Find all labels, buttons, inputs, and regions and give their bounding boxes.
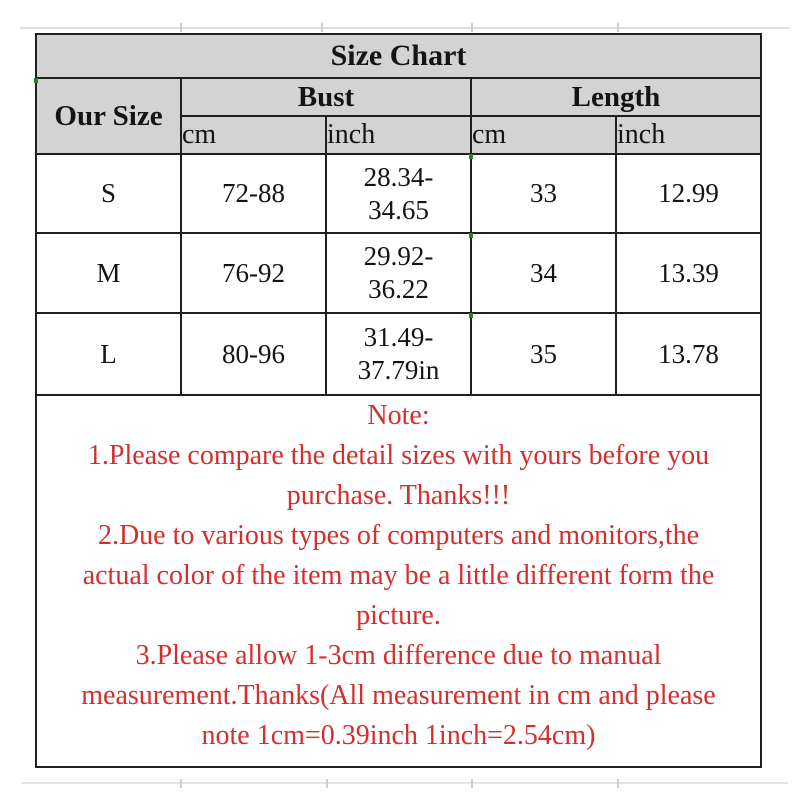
green-pixel-artifact bbox=[469, 313, 473, 318]
size-cell: S bbox=[35, 153, 182, 234]
note-line: purchase. Thanks!!! bbox=[286, 480, 511, 511]
note-line: Note: bbox=[367, 400, 430, 431]
green-pixel-artifact bbox=[469, 154, 473, 159]
size-row-s: S 72-88 28.34- 34.65 33 12.99 bbox=[35, 153, 762, 234]
bust-cm-cell: 72-88 bbox=[180, 153, 327, 234]
note-row: Note: 1.Please compare the detail sizes … bbox=[35, 394, 762, 768]
bust-inch-cell: 28.34- 34.65 bbox=[325, 153, 472, 234]
size-row-l: L 80-96 31.49- 37.79in 35 13.78 bbox=[35, 312, 762, 396]
bust-inch-line: 34.65 bbox=[368, 194, 429, 225]
length-cm-cell: 34 bbox=[470, 232, 617, 314]
length-inch-subheader: inch bbox=[615, 115, 762, 155]
size-chart-title: Size Chart bbox=[35, 33, 762, 79]
gridline-tick-artifact bbox=[617, 779, 619, 788]
bust-inch-line: 36.22 bbox=[368, 274, 429, 304]
note-section: Note: 1.Please compare the detail sizes … bbox=[35, 394, 762, 768]
bust-inch-line: 28.34- bbox=[363, 161, 434, 192]
gridline-tick-artifact bbox=[471, 779, 473, 788]
length-inch-cell: 13.39 bbox=[615, 232, 762, 314]
length-cm-subheader: cm bbox=[470, 115, 617, 155]
note-line: note 1cm=0.39inch 1inch=2.54cm) bbox=[201, 720, 596, 751]
note-line: picture. bbox=[356, 600, 441, 631]
green-pixel-artifact bbox=[34, 78, 38, 83]
gridline-tick-artifact bbox=[180, 23, 182, 32]
green-pixel-artifact bbox=[469, 233, 473, 238]
bust-inch-cell: 31.49- 37.79in bbox=[325, 312, 472, 396]
bust-inch-line: 37.79in bbox=[357, 355, 440, 385]
unit-header-row: cm inch cm inch bbox=[36, 115, 762, 155]
gridline-tick-artifact bbox=[321, 23, 323, 32]
bust-inch-line: 31.49- bbox=[363, 322, 434, 352]
bust-inch-cell: 29.92- 36.22 bbox=[325, 232, 472, 314]
note-line: 3.Please allow 1-3cm difference due to m… bbox=[135, 640, 662, 671]
bust-cm-cell: 76-92 bbox=[180, 232, 327, 314]
bust-cm-subheader: cm bbox=[180, 115, 327, 155]
length-cm-cell: 35 bbox=[470, 312, 617, 396]
length-cm-cell: 33 bbox=[470, 153, 617, 234]
group-header-row: Our Size Bust Length bbox=[35, 77, 762, 155]
note-line: measurement.Thanks(All measurement in cm… bbox=[81, 680, 716, 711]
note-line: 1.Please compare the detail sizes with y… bbox=[87, 440, 710, 471]
gridline-artifact bbox=[20, 27, 790, 29]
bust-cm-cell: 80-96 bbox=[180, 312, 327, 396]
size-row-m: M 76-92 29.92- 36.22 34 13.39 bbox=[35, 232, 762, 314]
gridline-tick-artifact bbox=[180, 779, 182, 788]
size-chart-table: Size Chart Our Size Bust Length cm inch … bbox=[35, 33, 762, 768]
length-inch-cell: 13.78 bbox=[615, 312, 762, 396]
gridline-tick-artifact bbox=[617, 23, 619, 32]
length-group-header: Length bbox=[470, 77, 762, 117]
size-cell: L bbox=[35, 312, 182, 396]
note-line: 2.Due to various types of computers and … bbox=[97, 520, 700, 551]
our-size-header: Our Size bbox=[35, 77, 182, 155]
length-inch-cell: 12.99 bbox=[615, 153, 762, 234]
note-line: actual color of the item may be a little… bbox=[82, 560, 715, 591]
bust-inch-subheader: inch bbox=[325, 115, 472, 155]
gridline-artifact bbox=[22, 782, 788, 784]
bust-group-header: Bust bbox=[180, 77, 472, 117]
title-row: Size Chart bbox=[35, 33, 762, 79]
gridline-tick-artifact bbox=[471, 23, 473, 32]
size-cell: M bbox=[35, 232, 182, 314]
bust-inch-line: 29.92- bbox=[363, 241, 434, 271]
gridline-tick-artifact bbox=[326, 779, 328, 788]
